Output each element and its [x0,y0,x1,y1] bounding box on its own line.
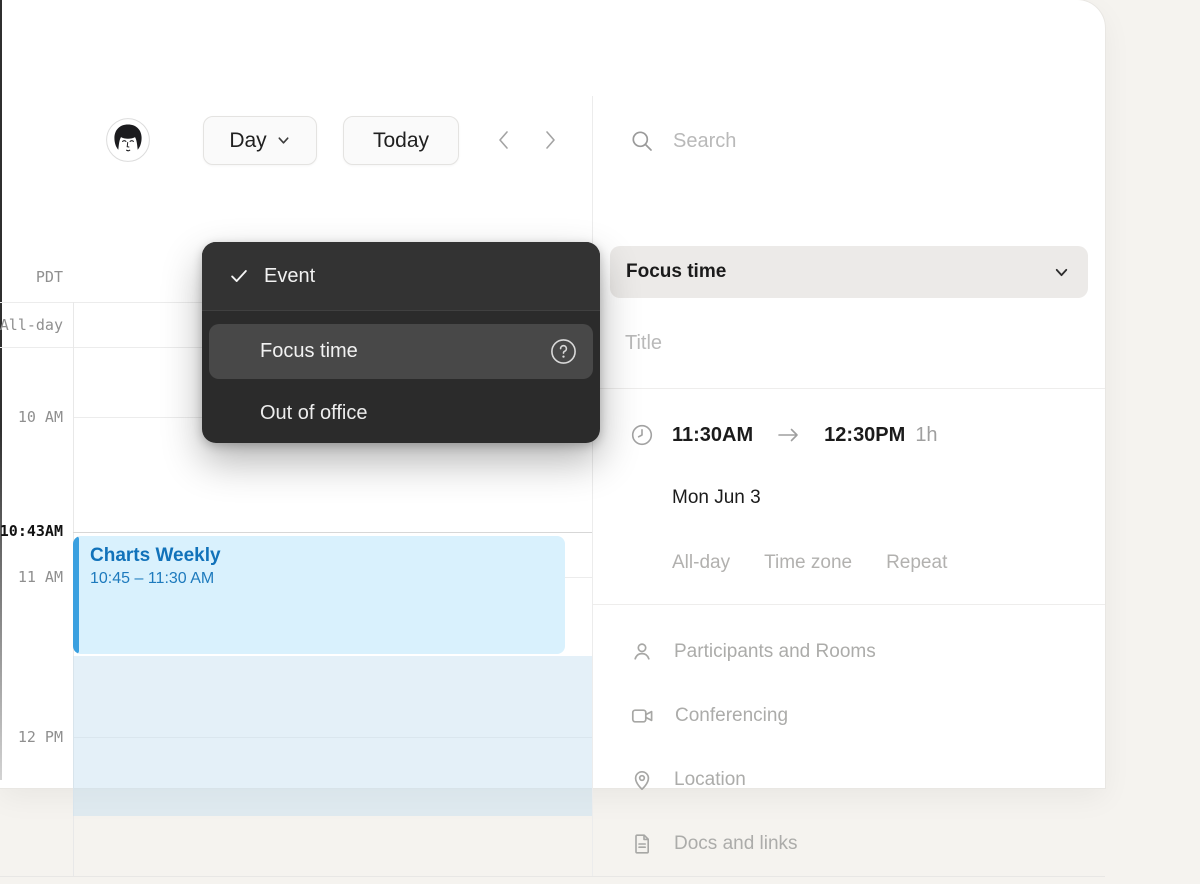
event-type-menu: Event Focus time Out of office [202,242,600,443]
menu-item-ooo-label: Out of office [260,401,368,424]
location-row[interactable]: Location [630,768,746,792]
time-options-row: All-day Time zone Repeat [672,552,947,574]
time-row: 11:30AM 12:30PM 1h [630,423,938,447]
menu-item-focus-time[interactable]: Focus time [209,324,593,379]
search-field[interactable] [630,129,1053,153]
avatar-illustration [106,118,150,162]
today-button[interactable]: Today [343,116,459,165]
participants-row[interactable]: Participants and Rooms [630,640,876,664]
timezone-label: PDT [35,268,63,286]
menu-item-out-of-office[interactable]: Out of office [202,387,600,439]
conferencing-row[interactable]: Conferencing [630,704,788,728]
bottom-divider [0,876,1105,877]
event-charts-weekly[interactable]: Charts Weekly 10:45 – 11:30 AM [73,536,565,654]
divider [593,388,1105,389]
conferencing-label: Conferencing [675,705,789,726]
arrow-right-icon [775,423,802,447]
chevron-down-icon [278,137,289,144]
search-input[interactable] [673,129,1053,153]
view-selector-button[interactable]: Day [203,116,317,165]
event-time: 10:45 – 11:30 AM [90,570,215,587]
title-field[interactable] [625,332,1005,355]
event-color-bar [73,536,79,654]
menu-divider [202,310,600,311]
window-left-edge [0,0,2,780]
hour-label-10am: 10 AM [17,408,63,426]
person-icon [634,643,650,660]
current-time-line [73,532,592,533]
hour-label-12pm: 12 PM [17,728,63,746]
current-time-label: 10:43AM [0,522,63,540]
duration-label: 1h [915,423,938,446]
prev-day-button[interactable] [492,127,516,153]
menu-item-focus-label: Focus time [260,340,358,362]
participants-label: Participants and Rooms [674,641,876,662]
avatar[interactable] [106,118,150,162]
time-zone-option[interactable]: Time zone [764,552,853,573]
all-day-option[interactable]: All-day [672,552,731,573]
document-icon [635,834,649,854]
view-selector-label: Day [229,128,267,152]
menu-item-event-label: Event [264,264,316,287]
event-title: Charts Weekly [90,545,221,566]
help-circle-icon[interactable] [550,338,577,365]
event-date[interactable]: Mon Jun 3 [672,487,761,508]
menu-item-event[interactable]: Event [202,242,600,310]
chevron-down-icon [1055,268,1068,276]
title-input[interactable] [625,332,1005,355]
docs-label: Docs and links [674,833,798,854]
video-camera-icon [631,709,653,723]
all-day-label: All-day [0,316,63,334]
divider [593,604,1105,605]
start-time[interactable]: 11:30AM [672,423,754,446]
docs-row[interactable]: Docs and links [630,832,798,856]
search-icon [632,131,652,151]
checkmark-icon [228,265,250,287]
hour-label-11am: 11 AM [17,568,63,586]
location-label: Location [674,769,746,790]
repeat-option[interactable]: Repeat [886,552,948,573]
next-day-button[interactable] [538,127,562,153]
event-type-value: Focus time [626,261,727,282]
end-time[interactable]: 12:30PM [824,423,906,446]
event-type-selector[interactable]: Focus time [610,246,1088,298]
panel-divider [592,96,593,876]
chevron-right-icon [546,131,555,149]
chevron-left-icon [499,131,508,149]
gridline-12pm [73,737,592,738]
location-pin-icon [634,770,650,791]
new-focus-time-slot[interactable] [73,656,592,816]
clock-icon [630,423,654,447]
